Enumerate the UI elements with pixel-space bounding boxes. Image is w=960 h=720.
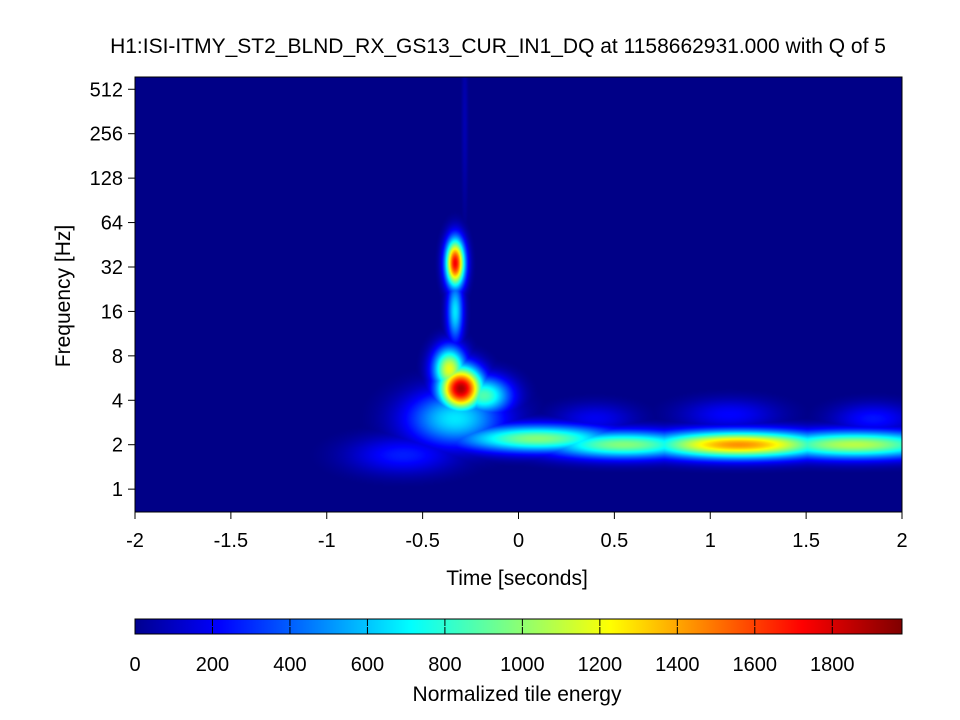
colorbar-tick-label: 1600 [733, 654, 778, 676]
x-tick-label: -2 [126, 530, 144, 552]
y-tick-label: 32 [101, 257, 123, 279]
colorbar-tick-label: 400 [273, 654, 306, 676]
colorbar: 0 200 400 600 800 1000 1200 1400 1600 1800 Normal… [129, 618, 903, 706]
colorbar-tick-label: 1400 [655, 654, 700, 676]
x-tick-label: 2 [896, 530, 907, 552]
colorbar-tick-label: 0 [129, 654, 140, 676]
x-tick-label: 0.5 [600, 530, 628, 552]
colorbar-ticks: 0 200 400 600 800 1000 1200 1400 1600 1800 [129, 619, 855, 676]
colorbar-tick-label: 1200 [578, 654, 623, 676]
x-tick-label: -0.5 [405, 530, 439, 552]
y-tick-label: 8 [112, 346, 123, 368]
colorbar-gradient [134, 618, 903, 635]
colorbar-tick-label: 800 [428, 654, 461, 676]
y-tick-label: 64 [101, 213, 123, 235]
colorbar-tick-label: 1800 [810, 654, 855, 676]
spectrogram-heatmap [135, 77, 902, 512]
y-tick-label: 256 [90, 124, 123, 146]
chart-title: H1:ISI-ITMY_ST2_BLND_RX_GS13_CUR_IN1_DQ … [110, 35, 886, 58]
y-axis-label: Frequency [Hz] [52, 225, 75, 367]
colorbar-tick-label: 1000 [500, 654, 545, 676]
x-tick-label: 1.5 [792, 530, 820, 552]
y-tick-label: 16 [101, 301, 123, 323]
x-tick-label: -1.5 [214, 530, 248, 552]
y-tick-label: 2 [112, 435, 123, 457]
plot-area [134, 76, 903, 513]
x-tick-label: 1 [705, 530, 716, 552]
x-axis-label: Time [seconds] [446, 567, 588, 590]
x-tick-label: 0 [513, 530, 524, 552]
y-tick-label: 1 [112, 479, 123, 501]
y-axis: 1 2 4 8 16 32 64 128 256 512 [90, 79, 135, 501]
y-tick-label: 4 [112, 390, 123, 412]
x-axis: -2 -1.5 -1 -0.5 0 0.5 1 1.5 2 [126, 512, 908, 552]
colorbar-tick-label: 200 [196, 654, 229, 676]
colorbar-label: Normalized tile energy [413, 683, 622, 706]
colorbar-tick-label: 600 [351, 654, 384, 676]
y-tick-label: 128 [90, 168, 123, 190]
x-tick-label: -1 [318, 530, 336, 552]
y-tick-label: 512 [90, 79, 123, 101]
